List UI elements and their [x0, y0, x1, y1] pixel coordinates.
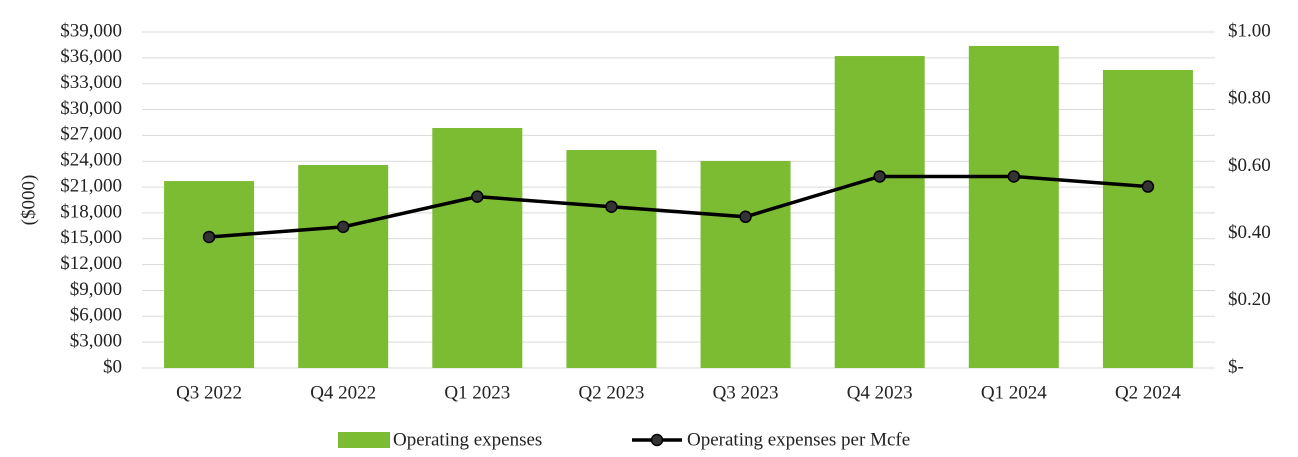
y-tick-label: $33,000: [60, 72, 122, 93]
y-tick-label: $36,000: [60, 46, 122, 67]
bar: [968, 45, 1059, 369]
bar: [834, 56, 925, 368]
legend-label: Operating expenses per Mcfe: [687, 429, 910, 450]
x-tick-label: Q3 2022: [176, 382, 242, 403]
y2-tick-label: $0.80: [1228, 88, 1271, 109]
y-tick-label: $24,000: [60, 150, 122, 171]
y-tick-label: $3,000: [70, 331, 122, 352]
y-tick-label: $15,000: [60, 227, 122, 248]
x-tick-label: Q2 2024: [1115, 382, 1181, 403]
y2-tick-label: $1.00: [1228, 20, 1271, 41]
y-tick-label: $0: [103, 356, 122, 377]
legend-swatch: [338, 432, 390, 448]
line-marker: [1007, 170, 1021, 183]
line-marker: [605, 200, 618, 213]
bar: [700, 160, 791, 368]
x-tick-label: Q3 2023: [713, 382, 779, 403]
line: [208, 174, 1149, 239]
bar: [566, 150, 657, 368]
line-marker: [336, 220, 350, 234]
y-tick-label: $9,000: [70, 279, 122, 300]
y2-tick-label: $0.20: [1228, 289, 1271, 310]
bar: [432, 127, 523, 368]
x-tick-label: Q1 2024: [981, 382, 1047, 403]
line-marker: [873, 170, 886, 183]
y2-tick-label: $0.60: [1228, 155, 1271, 176]
y-axis-label: ($000): [18, 175, 39, 226]
bar: [298, 165, 389, 368]
line-marker: [471, 190, 484, 203]
y2-tick-label: $0.40: [1228, 222, 1271, 243]
line-marker: [202, 230, 216, 244]
y-tick-label: $12,000: [60, 253, 122, 274]
y-tick-label: $21,000: [60, 175, 122, 196]
x-tick-label: Q4 2023: [847, 382, 913, 403]
y-tick-label: $18,000: [60, 201, 122, 222]
legend-marker: [650, 433, 664, 447]
bar: [1102, 69, 1193, 369]
y-tick-label: $27,000: [60, 124, 122, 145]
line-marker: [1141, 180, 1155, 193]
y-tick-label: $30,000: [60, 98, 122, 119]
legend-label: Operating expenses: [393, 429, 542, 450]
x-tick-label: Q1 2023: [444, 382, 510, 403]
x-tick-label: Q2 2023: [578, 382, 644, 403]
y-tick-label: $6,000: [70, 305, 122, 326]
bar: [164, 181, 255, 368]
x-tick-label: Q4 2022: [310, 382, 376, 403]
y2-tick-label: $-: [1228, 356, 1244, 377]
line-marker: [739, 210, 752, 224]
y-tick-label: $39,000: [60, 20, 122, 41]
